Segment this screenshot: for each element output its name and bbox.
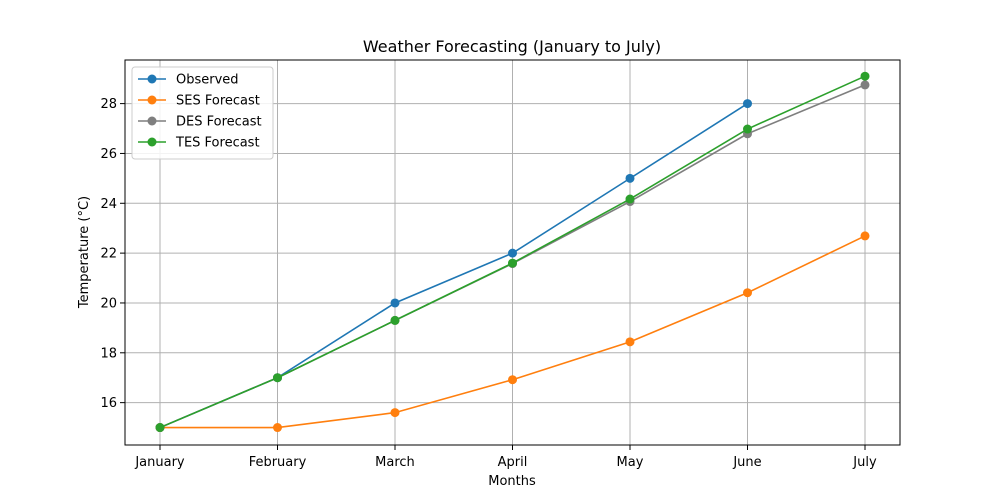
data-point — [860, 80, 870, 90]
data-point — [860, 71, 870, 81]
x-tick-label: January — [134, 455, 185, 470]
legend-item: Observed — [138, 73, 239, 88]
legend-item: SES Forecast — [138, 94, 260, 109]
x-tick-label: June — [732, 455, 761, 470]
y-tick-label: 16 — [100, 396, 117, 411]
legend-box — [131, 66, 274, 160]
y-tick-label: 20 — [100, 296, 117, 311]
data-point — [273, 373, 282, 383]
data-point — [390, 408, 400, 418]
grid-lines — [125, 60, 900, 445]
x-tick-label: March — [375, 455, 415, 470]
y-tick-label: 24 — [100, 197, 117, 212]
legend-marker — [147, 95, 157, 105]
legend-marker — [147, 74, 157, 84]
data-point — [743, 124, 752, 134]
data-point — [625, 337, 635, 347]
x-tick-label: July — [852, 455, 877, 470]
data-point — [743, 288, 752, 298]
legend-label: Observed — [176, 73, 239, 88]
data-point — [625, 194, 635, 204]
x-axis-label: Months — [488, 474, 536, 489]
y-tick-label: 18 — [100, 346, 117, 361]
x-tick-label: February — [249, 455, 307, 470]
data-point — [508, 248, 517, 258]
data-point — [390, 315, 400, 325]
x-tick-label: April — [498, 455, 528, 470]
data-point — [273, 423, 282, 433]
series-layer — [155, 71, 870, 433]
y-axis-label: Temperature (°C) — [77, 196, 92, 309]
legend-label: TES Forecast — [175, 136, 260, 151]
y-tick-label: 22 — [100, 247, 117, 262]
legend-label: SES Forecast — [176, 94, 260, 109]
legend-marker — [147, 137, 157, 147]
y-axis: 16 18 20 22 24 26 28 — [100, 97, 125, 411]
data-point — [860, 231, 870, 241]
data-point — [625, 173, 635, 183]
x-tick-label: May — [617, 455, 644, 470]
legend-item: TES Forecast — [138, 136, 260, 151]
legend: Observed SES Forecast DES Forecast TES Fore… — [131, 66, 274, 160]
data-point — [743, 99, 752, 109]
legend-marker — [147, 116, 157, 126]
legend-item: DES Forecast — [138, 115, 262, 130]
data-point — [508, 258, 517, 268]
data-point — [508, 375, 517, 385]
y-tick-label: 26 — [100, 147, 117, 162]
legend-label: DES Forecast — [176, 115, 262, 130]
data-point — [390, 298, 400, 308]
x-axis: January February March April May June July — [134, 445, 877, 470]
chart-title: Weather Forecasting (January to July) — [363, 37, 661, 56]
series-3 — [155, 71, 870, 433]
data-point — [155, 423, 165, 433]
y-tick-label: 28 — [100, 97, 117, 112]
